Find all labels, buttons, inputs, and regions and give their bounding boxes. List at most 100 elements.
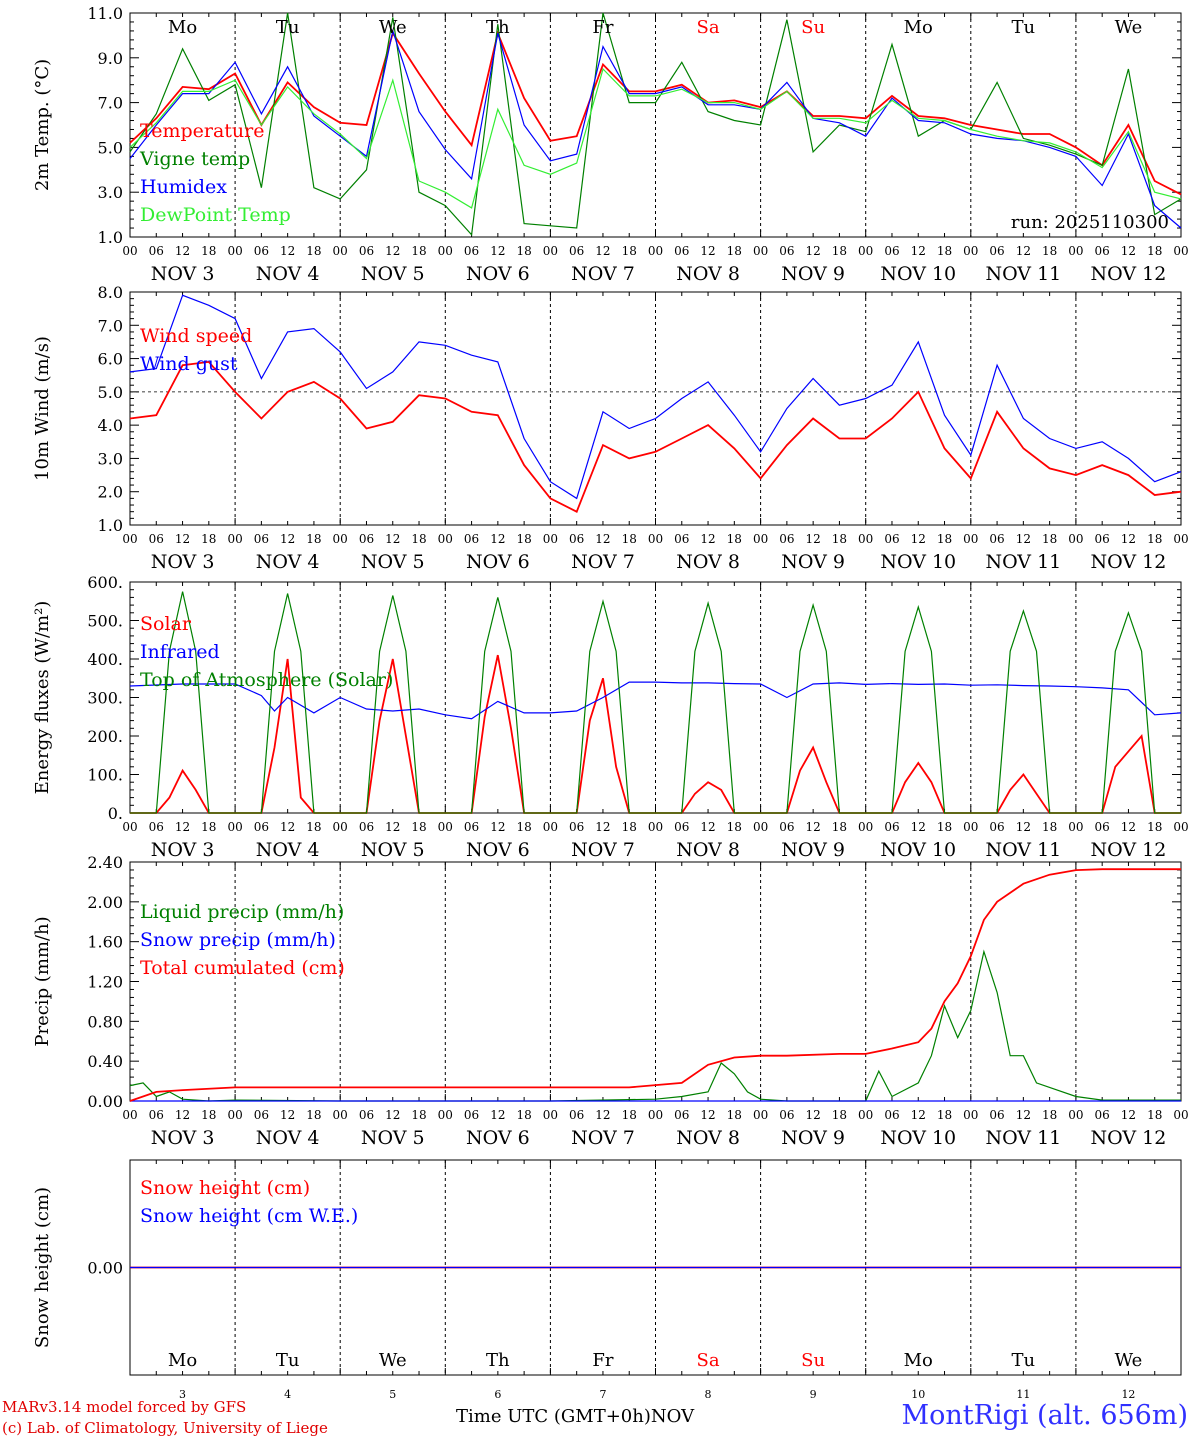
hour-tick-label: 00 xyxy=(858,532,873,546)
hour-tick-label: 06 xyxy=(779,244,794,258)
y-axis-label: Precip (mm/h) xyxy=(32,916,53,1046)
legend-entry: Wind speed xyxy=(140,325,252,347)
hour-tick-label: 12 xyxy=(385,532,400,546)
hour-tick-label: 00 xyxy=(227,244,242,258)
weekday-label: We xyxy=(1115,1350,1143,1371)
hour-tick-label: 18 xyxy=(622,820,637,834)
hour-tick-label: 06 xyxy=(989,244,1004,258)
hour-tick-label: 06 xyxy=(149,244,164,258)
date-label: NOV 12 xyxy=(1091,551,1167,573)
hour-tick-label: 00 xyxy=(122,532,137,546)
hour-tick-label: 00 xyxy=(333,820,348,834)
date-label: NOV 6 xyxy=(466,263,530,285)
y-tick-label: 11.0 xyxy=(87,4,123,23)
hour-tick-label: 06 xyxy=(569,820,584,834)
hour-tick-label: 06 xyxy=(254,244,269,258)
weekday-label: Sa xyxy=(697,17,720,38)
date-label: NOV 4 xyxy=(256,839,320,861)
date-label: NOV 11 xyxy=(985,1127,1061,1149)
hour-tick-label: 06 xyxy=(149,532,164,546)
date-label: NOV 7 xyxy=(571,551,635,573)
hour-tick-label: 12 xyxy=(911,244,926,258)
series-line-wind-gust xyxy=(129,294,1182,500)
hour-tick-label: 06 xyxy=(359,1108,374,1122)
hour-tick-label: 18 xyxy=(1147,1108,1162,1122)
hour-tick-label: 06 xyxy=(149,820,164,834)
legend-entry: Humidex xyxy=(140,176,227,198)
hour-tick-label: 00 xyxy=(858,1108,873,1122)
series-line-humidex xyxy=(129,28,1182,229)
hour-tick-label: 18 xyxy=(832,820,847,834)
hour-tick-label: 12 xyxy=(490,1108,505,1122)
hour-tick-label: 06 xyxy=(884,1108,899,1122)
y-axis-label: Energy fluxes (W/m²) xyxy=(32,601,53,795)
hour-tick-label: 18 xyxy=(937,1108,952,1122)
hour-tick-label: 12 xyxy=(1121,1108,1136,1122)
date-label: NOV 3 xyxy=(151,839,215,861)
weekday-label: Su xyxy=(801,17,825,38)
hour-tick-label: 06 xyxy=(989,1108,1004,1122)
hour-tick-label: 12 xyxy=(911,820,926,834)
legend-entry: Snow height (cm) xyxy=(140,1177,310,1199)
hour-tick-label: 00 xyxy=(1068,1108,1083,1122)
date-label: NOV 7 xyxy=(571,1127,635,1149)
hour-tick-label: 00 xyxy=(963,1108,978,1122)
hour-tick-label: 06 xyxy=(464,244,479,258)
hour-tick-label: 18 xyxy=(201,532,216,546)
hour-tick-label: 18 xyxy=(516,820,531,834)
hour-tick-label: 12 xyxy=(490,820,505,834)
hour-tick-label: 12 xyxy=(175,1108,190,1122)
hour-tick-label: 12 xyxy=(385,244,400,258)
weekday-label: We xyxy=(379,17,407,38)
date-label: NOV 4 xyxy=(256,551,320,573)
y-tick-label: 0.00 xyxy=(87,1259,123,1278)
hour-tick-label: 12 xyxy=(490,532,505,546)
y-tick-label: 9.0 xyxy=(98,49,123,68)
date-label: NOV 10 xyxy=(880,551,956,573)
y-tick-label: 0.80 xyxy=(87,1012,123,1031)
hour-tick-label: 12 xyxy=(911,532,926,546)
hour-tick-label: 18 xyxy=(1042,532,1057,546)
hour-tick-label: 18 xyxy=(516,244,531,258)
hour-tick-label: 18 xyxy=(622,532,637,546)
hour-tick-label: 06 xyxy=(674,244,689,258)
hour-tick-label: 12 xyxy=(490,244,505,258)
hour-tick-label: 12 xyxy=(280,532,295,546)
hour-tick-label: 12 xyxy=(595,532,610,546)
time-axis-label-text: Time UTC (GMT+0h) xyxy=(456,1406,651,1427)
hour-tick-label: 00 xyxy=(1068,820,1083,834)
hour-tick-label: 12 xyxy=(806,244,821,258)
date-label: NOV 7 xyxy=(571,263,635,285)
legend-entry: Infrared xyxy=(140,641,220,663)
hour-tick-label: 12 xyxy=(806,532,821,546)
weekday-label: Th xyxy=(486,17,510,38)
hour-tick-label: 00 xyxy=(543,1108,558,1122)
hour-tick-label: 18 xyxy=(306,820,321,834)
date-label: NOV 9 xyxy=(781,551,845,573)
weekday-label: Tu xyxy=(276,17,300,38)
hour-tick-label: 18 xyxy=(1147,820,1162,834)
hour-tick-label: 06 xyxy=(1095,244,1110,258)
y-tick-label: 1.0 xyxy=(98,516,123,535)
date-label: NOV 5 xyxy=(361,551,425,573)
date-label: NOV 11 xyxy=(985,839,1061,861)
time-axis-unit: NOV xyxy=(650,1406,695,1427)
hour-tick-label: 06 xyxy=(989,820,1004,834)
time-axis-label: Time UTC (GMT+0h)NOV xyxy=(456,1406,694,1427)
hour-tick-label: 18 xyxy=(727,244,742,258)
hour-tick-label: 00 xyxy=(438,244,453,258)
hour-tick-label: 00 xyxy=(648,1108,663,1122)
y-tick-label: 5.0 xyxy=(98,383,123,402)
hour-tick-label: 00 xyxy=(227,532,242,546)
date-label: NOV 9 xyxy=(781,1127,845,1149)
weekday-label: We xyxy=(379,1350,407,1371)
hour-tick-label: 12 xyxy=(385,820,400,834)
hour-tick-label: 12 xyxy=(280,1108,295,1122)
weekday-label: Tu xyxy=(1012,17,1036,38)
hour-tick-label: 18 xyxy=(622,1108,637,1122)
hour-tick-label: 06 xyxy=(674,532,689,546)
weekday-label: Sa xyxy=(697,1350,720,1371)
weekday-label: Mo xyxy=(168,17,197,38)
date-label: NOV 7 xyxy=(571,839,635,861)
hour-tick-label: 18 xyxy=(411,532,426,546)
